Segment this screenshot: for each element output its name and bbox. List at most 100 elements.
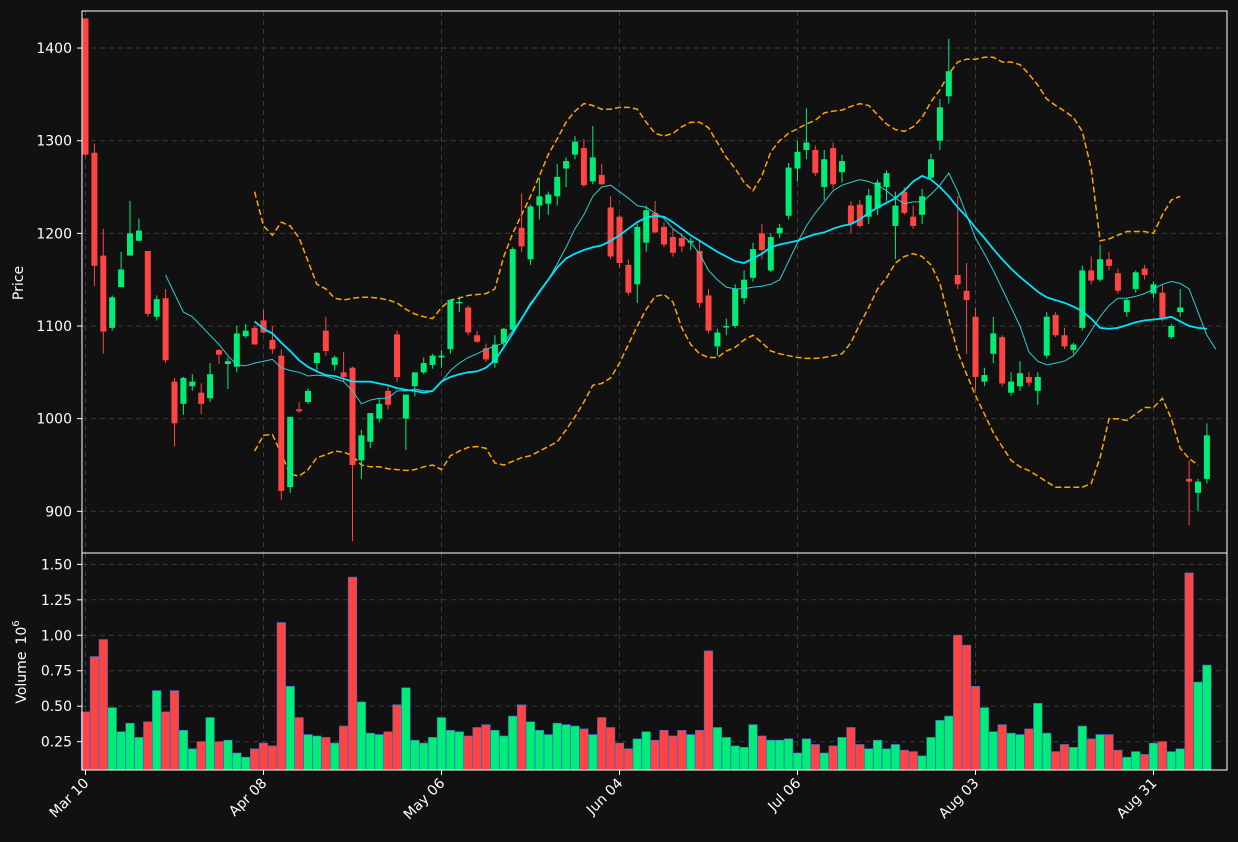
candle-body [598, 174, 605, 185]
candle-body [785, 167, 792, 216]
volume-bar [597, 717, 607, 771]
candle-body [118, 269, 125, 288]
price-axis-label: Price [11, 266, 27, 300]
candle-body [438, 355, 445, 358]
candle-body [402, 394, 409, 419]
candle-body [153, 299, 160, 317]
volume-axis-scale-exponent: 6 [11, 620, 22, 626]
candle-body [483, 348, 489, 360]
candle-body [1008, 381, 1015, 393]
candle-body [634, 226, 641, 285]
candle-body [874, 182, 881, 209]
ma-slow-line [254, 174, 1207, 394]
volume-bar [641, 731, 651, 771]
candle-body [545, 194, 552, 204]
candle-body [305, 390, 311, 402]
candle-body [661, 226, 667, 245]
volume-tick-label: 1.50 [41, 557, 72, 573]
volume-bar [810, 744, 820, 771]
volume-bar [445, 729, 456, 771]
candle-body [82, 18, 89, 155]
candle-body [109, 297, 116, 328]
candle-body [767, 237, 774, 271]
volume-bar [347, 576, 358, 771]
candle-body [1052, 314, 1059, 336]
candle-body [296, 409, 303, 412]
candle-body [456, 301, 463, 304]
volume-bar [961, 644, 972, 771]
volume-bar [579, 728, 589, 771]
volume-bar [401, 687, 411, 771]
candle-body [1159, 292, 1166, 320]
price-tick-label: 1000 [36, 412, 72, 428]
candle-body [331, 357, 338, 365]
candle-body [127, 233, 133, 256]
candle-body [572, 141, 578, 155]
volume-bar [872, 739, 883, 771]
candle-body [1168, 326, 1175, 338]
price-tick-label: 1400 [36, 41, 72, 57]
price-tick-label: 1200 [36, 226, 72, 242]
candle-body [625, 264, 632, 293]
volume-bar [321, 737, 331, 771]
volume-bar [1157, 741, 1167, 771]
volume-bar [410, 739, 420, 771]
candle-body [1070, 344, 1077, 351]
candle-body [696, 250, 703, 303]
volume-bar [953, 634, 963, 771]
volume-bar [650, 739, 660, 771]
volume-bar [828, 745, 838, 771]
volume-bar [374, 734, 384, 771]
price-tick-label: 900 [45, 504, 72, 520]
volume-bar [997, 724, 1007, 771]
volume-bar [1175, 748, 1185, 771]
candle-body [839, 161, 845, 173]
candle-body [269, 339, 276, 350]
volume-bar [623, 748, 633, 771]
candle-body [1025, 376, 1032, 383]
volume-bar [392, 704, 402, 771]
volume-bar [241, 756, 251, 771]
volume-bar [917, 755, 927, 771]
candle-body [750, 249, 756, 278]
candle-body [91, 152, 98, 266]
volume-bar [570, 725, 580, 771]
volume-bar [677, 729, 687, 771]
volume-bar [365, 732, 375, 771]
volume-bar [330, 742, 340, 771]
volume-bar [739, 747, 749, 771]
volume-bar [463, 735, 473, 771]
candle-body [216, 350, 222, 355]
candle-body [367, 413, 374, 442]
candle-body [963, 290, 970, 301]
candle-body [207, 374, 214, 399]
volume-bar [935, 720, 945, 771]
candle-body [536, 196, 543, 206]
volume-bar [214, 741, 224, 771]
volume-bar [187, 748, 197, 771]
volume-bar [543, 734, 553, 771]
candle-body [287, 416, 294, 488]
volume-bar [1193, 681, 1203, 771]
candle-body [144, 250, 151, 314]
candle-body [1186, 478, 1193, 482]
volume-bar [1095, 734, 1105, 771]
volume-bar [169, 690, 180, 771]
bollinger-lower-line [253, 252, 1199, 488]
volume-bar [196, 741, 206, 771]
volume-bar [988, 731, 998, 771]
volume-bar [1166, 751, 1176, 771]
volume-bar [801, 738, 811, 771]
volume-bar [338, 725, 349, 771]
volume-bar [525, 721, 536, 771]
volume-bar [356, 701, 367, 771]
price-axis-ticks: 900 1000 1100 1200 1300 1400 [36, 41, 82, 520]
volume-bar [490, 729, 500, 771]
volume-bar [757, 735, 767, 771]
candle-body [1132, 272, 1139, 289]
candle-body [429, 355, 436, 365]
volume-bar [881, 748, 892, 771]
candle-body [981, 375, 988, 382]
volume-bar [116, 731, 126, 771]
volume-bar [766, 739, 776, 771]
